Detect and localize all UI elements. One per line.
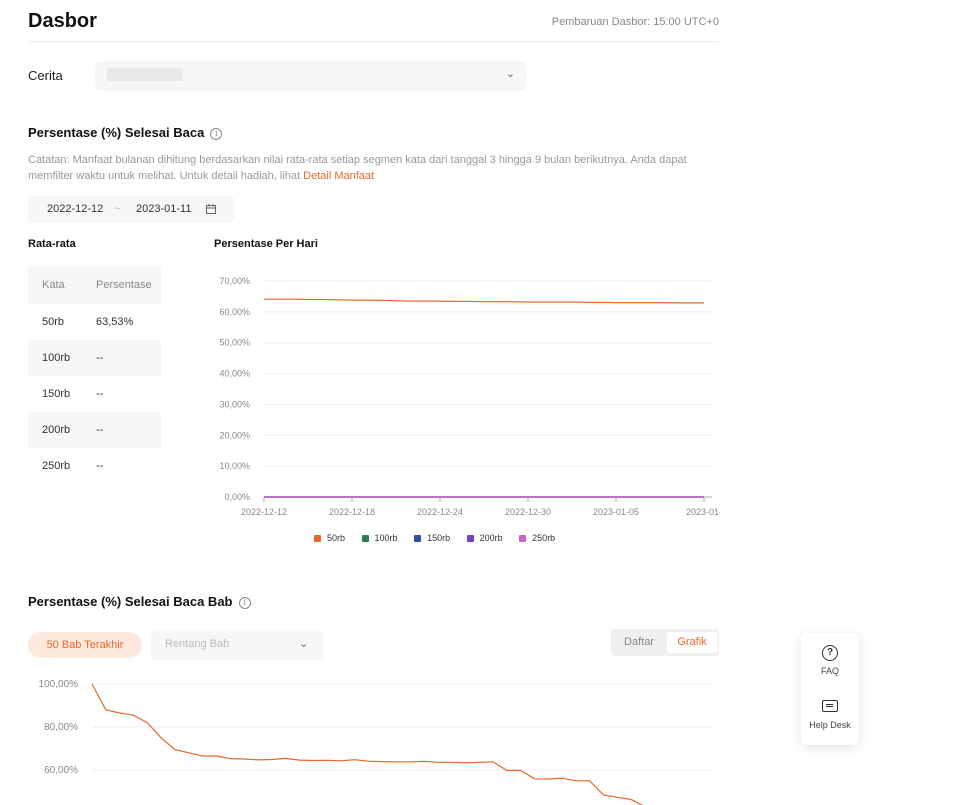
message-icon[interactable] bbox=[822, 700, 838, 712]
legend-swatch bbox=[414, 535, 422, 542]
completion-note: Catatan: Manfaat bulanan dihitung berdas… bbox=[28, 152, 718, 184]
date-range-picker[interactable]: 2022-12-12 ~ 2023-01-11 bbox=[28, 196, 234, 223]
legend-label: 200rb bbox=[479, 533, 503, 543]
row-words: 150rb bbox=[42, 388, 71, 400]
y-tick-label: 0,00% bbox=[224, 492, 250, 502]
table-row: 150rb -- bbox=[28, 376, 161, 412]
row-words: 200rb bbox=[42, 424, 71, 436]
legend-swatch bbox=[314, 535, 321, 542]
chart-view-button[interactable]: Grafik bbox=[667, 632, 717, 653]
chapter-range-select[interactable]: Rentang Bab ⌄ bbox=[151, 630, 323, 660]
y-tick-label: 100,00% bbox=[39, 679, 79, 690]
date-start[interactable]: 2022-12-12 bbox=[47, 203, 104, 215]
y-tick-label: 50,00% bbox=[219, 338, 250, 348]
story-select[interactable]: ⌄ bbox=[95, 61, 527, 91]
chapter-series-line bbox=[91, 683, 644, 805]
x-tick-label: 2023-01-05 bbox=[593, 507, 639, 517]
row-percent: -- bbox=[96, 352, 104, 364]
per-day-chart: 0,00% 10,00% 20,00% 30,00% 40,00% 50,00% 60,00… bbox=[219, 276, 720, 517]
row-percent: -- bbox=[96, 388, 104, 400]
average-title: Rata-rata bbox=[28, 238, 76, 250]
col-percent: Persentase bbox=[96, 279, 152, 291]
per-day-title: Persentase Per Hari bbox=[214, 238, 318, 250]
list-view-button[interactable]: Daftar bbox=[624, 636, 654, 648]
row-percent: 63,53% bbox=[96, 316, 134, 328]
table-row: 100rb -- bbox=[28, 340, 161, 376]
story-label: Cerita bbox=[28, 68, 63, 83]
legend-label: 50rb bbox=[327, 533, 346, 543]
y-tick-label: 70,00% bbox=[219, 276, 250, 286]
legend-item-150rb[interactable]: 150rb bbox=[414, 533, 450, 543]
table-row: 250rb -- bbox=[28, 448, 161, 484]
legend-item-100rb[interactable]: 100rb bbox=[361, 533, 398, 543]
legend-item-200rb[interactable]: 200rb bbox=[466, 533, 503, 543]
note-text: Catatan: Manfaat bulanan dihitung berdas… bbox=[28, 154, 687, 182]
date-end[interactable]: 2023-01-11 bbox=[136, 203, 192, 215]
legend-label: 250rb bbox=[532, 533, 556, 543]
benefit-detail-link[interactable]: Detail Manfaat bbox=[303, 170, 375, 182]
y-tick-label: 60,00% bbox=[219, 307, 250, 317]
x-tick-label: 2022-12-24 bbox=[417, 507, 463, 517]
table-header: Kata Persentase bbox=[28, 266, 161, 304]
legend-item-250rb[interactable]: 250rb bbox=[519, 533, 555, 543]
legend-label: 150rb bbox=[427, 533, 451, 543]
completion-title: Persentase (%) Selesai Baca i bbox=[28, 125, 223, 140]
view-toggle: Daftar Grafik bbox=[611, 629, 719, 656]
help-desk-link[interactable]: Help Desk bbox=[809, 720, 851, 730]
question-icon[interactable]: ? bbox=[822, 645, 838, 661]
chart-legend: 50rb 100rb 150rb 200rb 250rb bbox=[314, 533, 569, 543]
col-words: Kata bbox=[42, 279, 65, 291]
header-divider bbox=[28, 41, 719, 42]
x-tick-label: 2023-01- bbox=[686, 507, 720, 517]
row-percent: -- bbox=[96, 460, 104, 472]
table-row: 50rb 63,53% bbox=[28, 304, 161, 340]
legend-swatch bbox=[519, 535, 527, 542]
y-tick-label: 40,00% bbox=[219, 369, 250, 379]
range-placeholder: Rentang Bab bbox=[165, 638, 230, 650]
y-tick-label: 30,00% bbox=[219, 399, 250, 409]
row-percent: -- bbox=[96, 424, 104, 436]
y-tick-label: 20,00% bbox=[219, 430, 250, 440]
y-tick-label: 60,00% bbox=[44, 765, 78, 776]
table-row: 200rb -- bbox=[28, 412, 161, 448]
chapter-chart: 60,00% 80,00% 100,00% bbox=[39, 679, 712, 805]
calendar-icon bbox=[206, 204, 216, 214]
y-tick-label: 80,00% bbox=[44, 722, 78, 733]
row-words: 100rb bbox=[42, 352, 71, 364]
help-widget: ? FAQ Help Desk bbox=[801, 633, 859, 745]
row-words: 250rb bbox=[42, 460, 71, 472]
x-tick-label: 2022-12-30 bbox=[505, 507, 551, 517]
chapter-title: Persentase (%) Selesai Baca Bab i bbox=[28, 594, 251, 609]
series-line-50rb bbox=[264, 298, 704, 304]
legend-swatch bbox=[361, 535, 369, 542]
legend-item-50rb[interactable]: 50rb bbox=[314, 533, 345, 543]
x-tick-label: 2022-12-12 bbox=[241, 507, 287, 517]
x-tick-label: 2022-12-18 bbox=[329, 507, 375, 517]
chapter-title-text: Persentase (%) Selesai Baca Bab bbox=[28, 594, 233, 609]
update-time-text: Pembaruan Dasbor: 15:00 UTC+0 bbox=[551, 16, 719, 28]
info-icon[interactable]: i bbox=[210, 127, 223, 140]
faq-link[interactable]: FAQ bbox=[820, 666, 839, 676]
row-words: 50rb bbox=[42, 316, 65, 328]
page-title: Dasbor bbox=[28, 10, 97, 32]
chevron-down-icon: ⌄ bbox=[299, 638, 309, 650]
y-tick-label: 10,00% bbox=[219, 461, 250, 471]
legend-label: 100rb bbox=[374, 533, 398, 543]
completion-title-text: Persentase (%) Selesai Baca bbox=[28, 125, 205, 140]
last-50-chapters-button[interactable]: 50 Bab Terakhir bbox=[28, 632, 142, 658]
story-name-redacted bbox=[107, 68, 183, 81]
average-table: Kata Persentase 50rb 63,53% 100rb -- 150… bbox=[28, 266, 161, 484]
date-separator: ~ bbox=[114, 203, 121, 215]
chevron-down-icon: ⌄ bbox=[505, 68, 515, 80]
info-icon[interactable]: i bbox=[238, 596, 251, 609]
legend-swatch bbox=[466, 535, 474, 542]
